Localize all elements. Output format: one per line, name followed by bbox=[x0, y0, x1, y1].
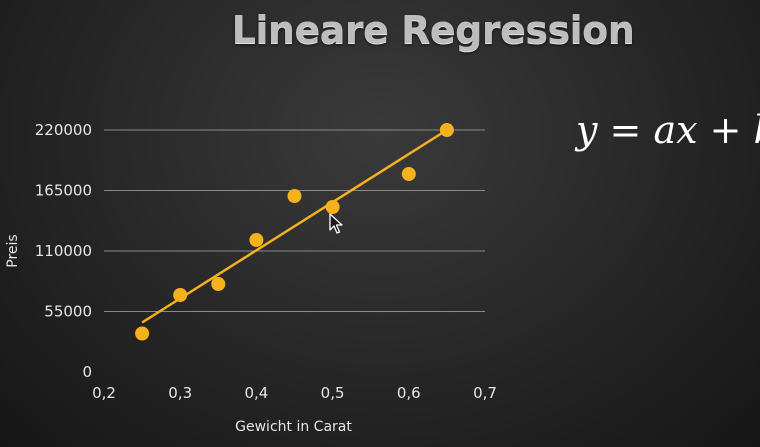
x-tick-label: 0,7 bbox=[473, 384, 497, 402]
x-axis-ticks: 0,2 0,3 0,4 0,5 0,6 0,7 bbox=[92, 384, 497, 402]
data-point bbox=[401, 167, 416, 181]
x-tick-label: 0,2 bbox=[92, 384, 116, 402]
data-point bbox=[287, 189, 302, 203]
data-points bbox=[135, 123, 454, 341]
data-point bbox=[439, 123, 454, 137]
y-tick-label: 110000 bbox=[35, 242, 92, 260]
data-point bbox=[249, 233, 264, 247]
y-tick-label: 55000 bbox=[44, 303, 92, 321]
y-tick-label: 165000 bbox=[35, 182, 92, 200]
x-tick-label: 0,4 bbox=[244, 384, 268, 402]
x-tick-label: 0,5 bbox=[321, 384, 345, 402]
y-tick-label: 0 bbox=[82, 363, 92, 381]
x-tick-label: 0,6 bbox=[397, 384, 421, 402]
y-axis-ticks: 0 55000 110000 165000 220000 bbox=[35, 121, 92, 381]
slide-title: Lineare Regression bbox=[231, 8, 635, 52]
data-point bbox=[173, 288, 188, 302]
x-axis-label: Gewicht in Carat bbox=[235, 419, 352, 435]
data-point bbox=[325, 200, 340, 214]
y-axis-label: Preis bbox=[5, 234, 21, 267]
x-tick-label: 0,3 bbox=[168, 384, 192, 402]
data-point bbox=[135, 326, 150, 341]
regression-line bbox=[141, 128, 448, 324]
regression-formula: y = ax + b bbox=[576, 108, 760, 152]
grid-lines bbox=[104, 129, 485, 312]
formula-text: y = ax + b bbox=[576, 108, 760, 152]
data-point bbox=[211, 277, 226, 291]
mouse-cursor-icon bbox=[329, 213, 343, 234]
y-tick-label: 220000 bbox=[35, 121, 92, 139]
